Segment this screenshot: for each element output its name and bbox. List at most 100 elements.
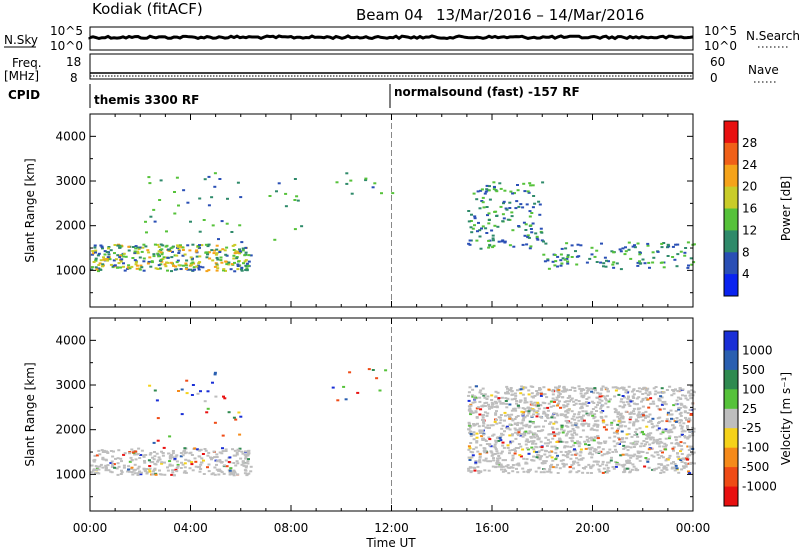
range-gate-cell (158, 267, 162, 270)
range-gate-cell (675, 436, 679, 439)
range-gate-cell (166, 269, 169, 272)
range-gate-cell (664, 445, 668, 448)
range-gate-cell (244, 251, 248, 254)
range-gate-cell (511, 457, 515, 460)
range-gate-cell (515, 467, 518, 470)
range-gate-cell (227, 411, 231, 414)
range-gate-cell (636, 450, 640, 453)
range-gate-cell (498, 182, 502, 185)
range-gate-cell (133, 250, 137, 253)
range-gate-cell (641, 405, 645, 408)
range-gate-cell (484, 190, 488, 193)
range-gate-cell (482, 449, 486, 452)
range-gate-cell (157, 456, 161, 459)
colorbar-segment (724, 208, 738, 231)
range-gate-cell (593, 413, 597, 416)
range-gate-cell (517, 464, 521, 467)
range-gate-cell (485, 398, 489, 400)
range-gate-cell (596, 391, 600, 394)
range-gate-cell (99, 463, 103, 466)
range-gate-cell (564, 451, 568, 453)
range-gate-cell (570, 244, 574, 247)
range-gate-cell (536, 401, 539, 404)
range-gate-cell (487, 469, 491, 472)
range-gate-cell (373, 182, 377, 185)
range-gate-cell (587, 387, 591, 390)
range-gate-cell (553, 264, 557, 267)
range-gate-cell (580, 423, 584, 426)
range-gate-cell (106, 256, 110, 259)
range-gate-cell (635, 457, 639, 460)
range-gate-cell (675, 467, 679, 470)
colorbar-segment (724, 230, 738, 253)
range-gate-cell (668, 435, 672, 438)
range-gate-cell (155, 452, 159, 455)
range-gate-cell (247, 472, 251, 475)
range-gate-cell (182, 471, 186, 474)
range-gate-cell (679, 424, 683, 427)
range-gate-cell (575, 457, 579, 460)
range-gate-cell (509, 387, 513, 389)
range-gate-cell (474, 411, 478, 414)
range-gate-cell (120, 471, 124, 474)
range-gate-cell (213, 371, 217, 374)
range-gate-cell (549, 471, 553, 474)
range-gate-cell (540, 416, 544, 419)
range-gate-cell (475, 198, 479, 201)
range-gate-cell (665, 418, 669, 421)
range-gate-cell (497, 416, 501, 419)
range-gate-cell (651, 261, 655, 264)
range-gate-cell (506, 427, 510, 430)
colorbar-segment (724, 389, 738, 410)
range-gate-cell (662, 407, 666, 410)
range-gate-cell (572, 449, 576, 452)
x-tick-label: 00:00 (676, 521, 711, 535)
range-gate-cell (556, 472, 560, 474)
range-gate-cell (107, 253, 111, 256)
range-gate-cell (540, 449, 544, 452)
range-gate-cell (134, 458, 138, 461)
range-gate-cell (467, 445, 471, 448)
range-gate-cell (481, 387, 485, 390)
range-gate-cell (189, 256, 193, 259)
range-gate-cell (538, 213, 542, 216)
range-gate-cell (554, 448, 558, 451)
range-gate-cell (606, 461, 610, 464)
cpid-label: CPID (8, 88, 40, 102)
beam-label: Beam 04 (356, 6, 423, 24)
range-gate-cell (537, 467, 541, 470)
range-gate-cell (563, 400, 567, 403)
range-gate-cell (541, 393, 545, 396)
range-gate-cell (566, 403, 570, 406)
range-gate-cell (483, 447, 487, 450)
range-gate-cell (613, 445, 617, 448)
range-gate-cell (467, 210, 471, 212)
range-gate-cell (508, 428, 512, 431)
range-gate-cell (579, 451, 583, 454)
range-gate-cell (336, 399, 340, 402)
range-gate-cell (632, 423, 636, 426)
range-gate-cell (586, 389, 590, 392)
range-gate-cell (688, 408, 692, 411)
nsky-label: N.Sky (4, 33, 38, 47)
range-gate-cell (679, 441, 683, 444)
range-gate-cell (522, 424, 526, 427)
range-gate-cell (474, 460, 478, 463)
range-gate-cell (574, 453, 578, 456)
range-gate-cell (477, 470, 480, 472)
range-gate-cell (117, 262, 121, 265)
range-gate-cell (508, 244, 512, 247)
range-gate-cell (117, 465, 121, 468)
range-gate-cell (142, 455, 146, 458)
range-gate-cell (232, 474, 236, 477)
range-gate-cell (563, 415, 567, 417)
range-gate-cell (212, 252, 216, 255)
range-gate-cell (182, 264, 185, 267)
range-gate-cell (544, 242, 548, 245)
range-gate-cell (683, 251, 687, 254)
range-gate-cell (646, 460, 650, 463)
range-gate-cell (637, 416, 641, 419)
range-gate-cell (619, 416, 623, 419)
range-gate-cell (679, 414, 683, 417)
range-gate-cell (530, 212, 534, 214)
